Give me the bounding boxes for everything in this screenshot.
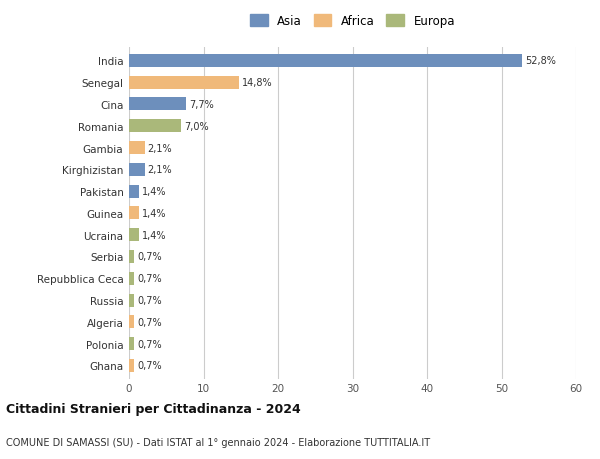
Bar	[129, 251, 134, 263]
Text: 0,7%: 0,7%	[137, 361, 162, 370]
Text: 1,4%: 1,4%	[142, 208, 167, 218]
Text: 2,1%: 2,1%	[148, 165, 172, 175]
Bar	[129, 229, 139, 242]
Bar	[129, 163, 145, 176]
Bar	[129, 359, 134, 372]
Bar	[129, 294, 134, 307]
Bar	[129, 98, 187, 111]
Text: 1,4%: 1,4%	[142, 187, 167, 197]
Text: 7,0%: 7,0%	[184, 122, 209, 131]
Text: 0,7%: 0,7%	[137, 339, 162, 349]
Bar	[129, 55, 523, 68]
Text: 0,7%: 0,7%	[137, 274, 162, 284]
Text: 0,7%: 0,7%	[137, 317, 162, 327]
Bar	[129, 185, 139, 198]
Bar	[129, 120, 181, 133]
Text: 1,4%: 1,4%	[142, 230, 167, 240]
Legend: Asia, Africa, Europa: Asia, Africa, Europa	[247, 11, 458, 31]
Bar	[129, 142, 145, 155]
Text: COMUNE DI SAMASSI (SU) - Dati ISTAT al 1° gennaio 2024 - Elaborazione TUTTITALIA: COMUNE DI SAMASSI (SU) - Dati ISTAT al 1…	[6, 437, 430, 448]
Text: Cittadini Stranieri per Cittadinanza - 2024: Cittadini Stranieri per Cittadinanza - 2…	[6, 403, 301, 415]
Bar	[129, 77, 239, 90]
Text: 14,8%: 14,8%	[242, 78, 273, 88]
Text: 52,8%: 52,8%	[526, 56, 556, 66]
Text: 2,1%: 2,1%	[148, 143, 172, 153]
Bar	[129, 272, 134, 285]
Bar	[129, 337, 134, 350]
Bar	[129, 207, 139, 220]
Text: 0,7%: 0,7%	[137, 296, 162, 305]
Bar	[129, 316, 134, 329]
Text: 7,7%: 7,7%	[190, 100, 214, 110]
Text: 0,7%: 0,7%	[137, 252, 162, 262]
